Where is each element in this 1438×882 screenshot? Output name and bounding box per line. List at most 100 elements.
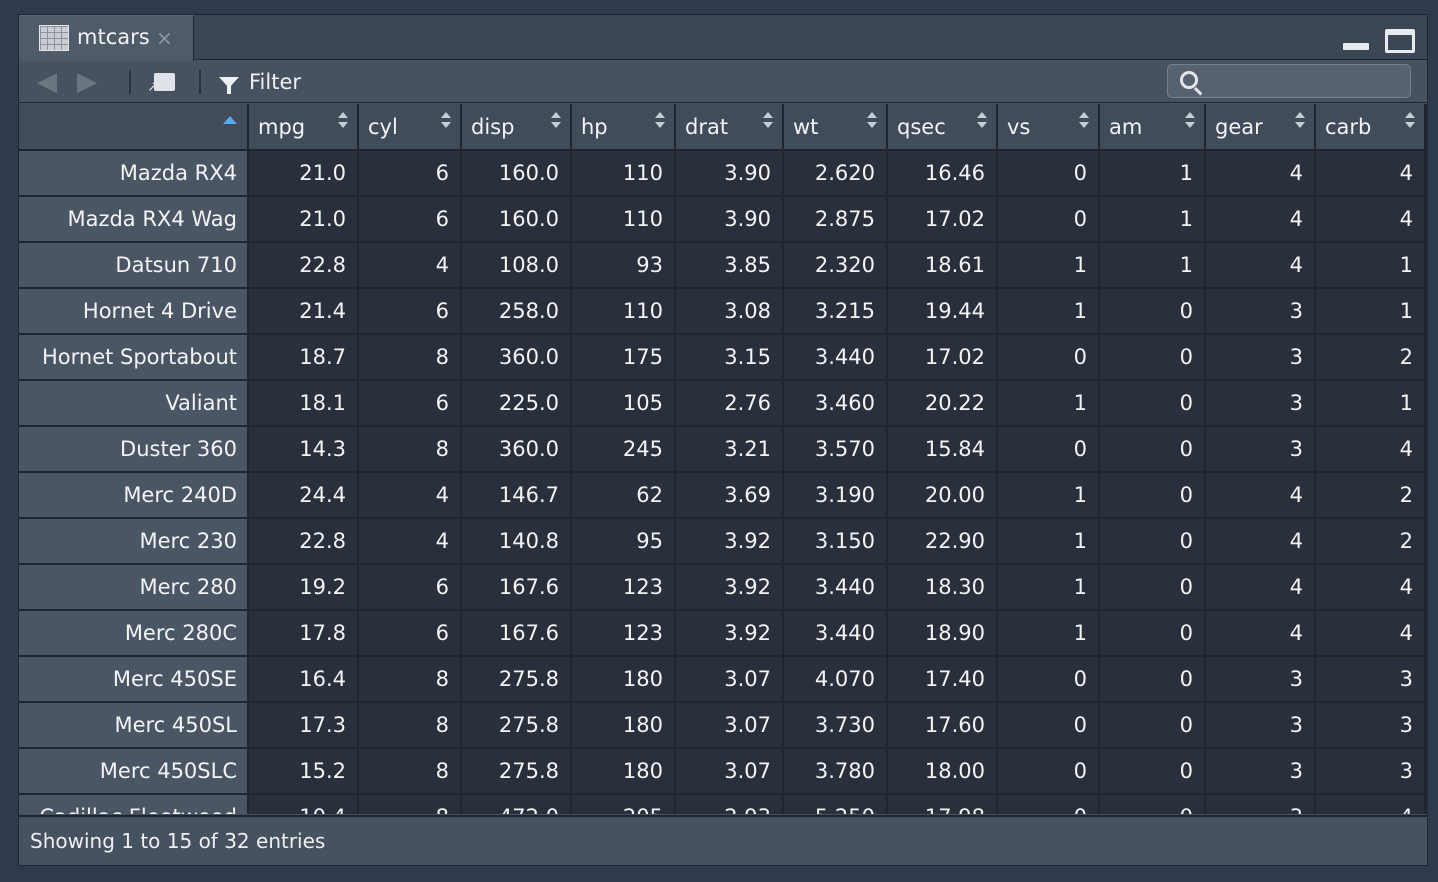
cell-drat: 2.93	[675, 794, 784, 814]
cell-wt: 2.875	[783, 196, 888, 243]
cell-carb: 4	[1315, 426, 1426, 473]
cell-disp: 360.0	[461, 334, 572, 381]
row-name-cell: Mazda RX4 Wag	[19, 196, 249, 243]
column-header-hp[interactable]: hp	[571, 104, 676, 151]
cell-cyl: 8	[358, 702, 462, 749]
table-row[interactable]: Cadillac Fleetwood10.48472.02052.935.250…	[19, 794, 1426, 814]
cell-vs: 1	[997, 472, 1100, 519]
table-row[interactable]: Merc 240D 24.4 4 146.7 62 3.69 3.190 20.00 1 0 4 2	[19, 472, 1426, 519]
data-grid[interactable]: mpg cyl disp hp drat wt qsec vs am gear carb Mazda…	[19, 104, 1427, 814]
cell-qsec: 20.22	[887, 380, 998, 427]
cell-qsec: 17.60	[887, 702, 998, 749]
sort-ascending-icon	[223, 116, 237, 124]
cell-gear: 4	[1205, 564, 1316, 611]
cell-carb: 1	[1315, 288, 1426, 335]
cell-carb: 4	[1315, 610, 1426, 657]
cell-cyl: 4	[358, 472, 462, 519]
table-row[interactable]: Hornet 4 Drive 21.4 6 258.0 110 3.08 3.215 19.4…	[19, 288, 1426, 335]
cell-hp: 62	[571, 472, 676, 519]
close-icon[interactable]: ×	[156, 26, 173, 50]
cell-cyl: 6	[358, 288, 462, 335]
column-header-carb[interactable]: carb	[1315, 104, 1426, 151]
cell-wt: 5.250	[783, 794, 888, 814]
cell-mpg: 21.4	[248, 288, 359, 335]
cell-disp: 472.0	[461, 794, 572, 814]
table-row[interactable]: Duster 360 14.3 8 360.0 245 3.21 3.570 15.84 0 0 3…	[19, 426, 1426, 473]
column-header-qsec[interactable]: qsec	[887, 104, 998, 151]
minimize-icon[interactable]	[1343, 43, 1369, 50]
column-header-drat[interactable]: drat	[675, 104, 784, 151]
table-row[interactable]: Merc 280 19.2 6 167.6 123 3.92 3.440 18.30 1 0 4 4	[19, 564, 1426, 611]
cell-hp: 205	[571, 794, 676, 814]
column-header-vs[interactable]: vs	[997, 104, 1100, 151]
cell-hp: 110	[571, 196, 676, 243]
cell-wt: 3.780	[783, 748, 888, 795]
row-name-cell: Duster 360	[19, 426, 249, 473]
table-body: Mazda RX4 21.0 6 160.0 110 3.90 2.620 16.46 0 1 4 4…	[19, 150, 1426, 814]
cell-hp: 110	[571, 150, 676, 197]
cell-vs: 1	[997, 242, 1100, 289]
cell-drat: 3.90	[675, 150, 784, 197]
cell-wt: 3.440	[783, 610, 888, 657]
cell-wt: 3.215	[783, 288, 888, 335]
cell-disp: 160.0	[461, 196, 572, 243]
table-row[interactable]: Merc 280C 17.8 6 167.6 123 3.92 3.440 18.90 1 0 4 4	[19, 610, 1426, 657]
cell-disp: 275.8	[461, 656, 572, 703]
table-row[interactable]: Datsun 710 22.8 4 108.0 93 3.85 2.320 18.61 1 1 4 1	[19, 242, 1426, 289]
cell-drat: 3.07	[675, 656, 784, 703]
search-box[interactable]	[1167, 64, 1411, 98]
table-row[interactable]: Mazda RX4 Wag 21.0 6 160.0 110 3.90 2.875 17.02…	[19, 196, 1426, 243]
cell-mpg: 18.1	[248, 380, 359, 427]
cell-gear: 3	[1205, 380, 1316, 427]
row-name-cell: Hornet 4 Drive	[19, 288, 249, 335]
row-name-cell: Merc 450SL	[19, 702, 249, 749]
cell-gear: 3	[1205, 334, 1316, 381]
cell-carb: 3	[1315, 656, 1426, 703]
cell-mpg: 17.8	[248, 610, 359, 657]
cell-qsec: 16.46	[887, 150, 998, 197]
tab-mtcars[interactable]: mtcars ×	[19, 15, 194, 61]
column-header-wt[interactable]: wt	[783, 104, 888, 151]
column-header-label: wt	[793, 114, 819, 139]
column-header-label: hp	[581, 114, 608, 139]
search-icon	[1180, 71, 1198, 89]
cell-cyl: 8	[358, 334, 462, 381]
search-input[interactable]	[1206, 69, 1402, 93]
popout-icon[interactable]: ↗	[147, 73, 175, 94]
cell-qsec: 18.00	[887, 748, 998, 795]
table-row[interactable]: Valiant 18.1 6 225.0 105 2.76 3.460 20.22 1 0 3 1	[19, 380, 1426, 427]
table-row[interactable]: Mazda RX4 21.0 6 160.0 110 3.90 2.620 16.46 0 1 4 4	[19, 150, 1426, 197]
sort-icon	[551, 112, 561, 134]
column-header-am[interactable]: am	[1099, 104, 1206, 151]
cell-gear: 3	[1205, 748, 1316, 795]
cell-vs: 0	[997, 702, 1100, 749]
entries-status: Showing 1 to 15 of 32 entries	[30, 829, 326, 853]
cell-am: 0	[1099, 334, 1206, 381]
table-row[interactable]: Merc 450SL 17.3 8 275.8 180 3.07 3.730 17.60 0 0 3…	[19, 702, 1426, 749]
cell-am: 0	[1099, 288, 1206, 335]
filter-label: Filter	[249, 70, 302, 94]
column-header-gear[interactable]: gear	[1205, 104, 1316, 151]
table-row[interactable]: Hornet Sportabout 18.7 8 360.0 175 3.15 3.440 1…	[19, 334, 1426, 381]
column-header-rownames[interactable]	[19, 104, 249, 151]
cell-drat: 3.92	[675, 610, 784, 657]
filter-button[interactable]: Filter	[219, 67, 301, 97]
cell-hp: 175	[571, 334, 676, 381]
column-header-disp[interactable]: disp	[461, 104, 572, 151]
cell-wt: 2.320	[783, 242, 888, 289]
column-header-cyl[interactable]: cyl	[358, 104, 462, 151]
cell-mpg: 22.8	[248, 518, 359, 565]
cell-vs: 0	[997, 426, 1100, 473]
table-row[interactable]: Merc 450SE 16.4 8 275.8 180 3.07 4.070 17.40 0 0 3…	[19, 656, 1426, 703]
row-name-cell: Merc 280C	[19, 610, 249, 657]
cell-am: 0	[1099, 564, 1206, 611]
cell-drat: 3.07	[675, 748, 784, 795]
table-row[interactable]: Merc 450SLC 15.2 8 275.8 180 3.07 3.780 18.00 0 0…	[19, 748, 1426, 795]
forward-arrow-icon[interactable]: ▶︎	[77, 67, 97, 97]
maximize-icon[interactable]	[1385, 29, 1415, 53]
back-arrow-icon[interactable]: ◀︎	[37, 67, 57, 97]
column-header-label: am	[1109, 114, 1143, 139]
table-row[interactable]: Merc 230 22.8 4 140.8 95 3.92 3.150 22.90 1 0 4 2	[19, 518, 1426, 565]
column-header-mpg[interactable]: mpg	[248, 104, 359, 151]
